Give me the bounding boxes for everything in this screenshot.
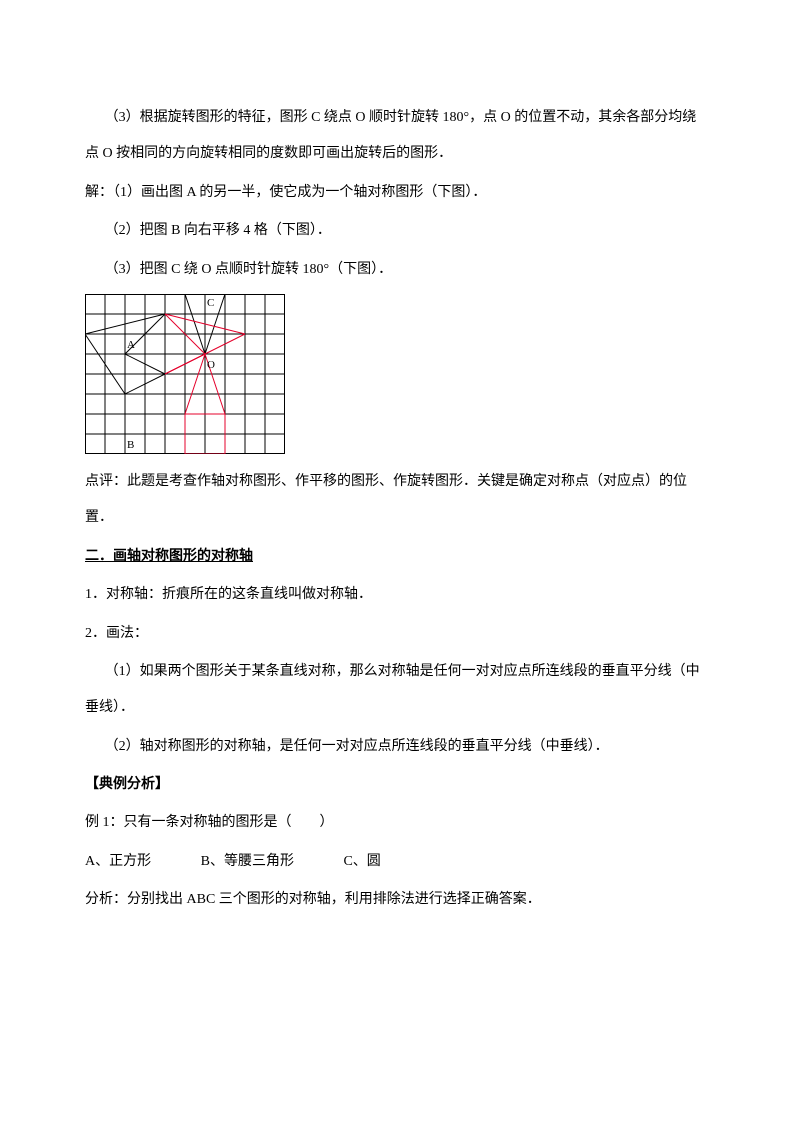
para-solution-2: （2）把图 B 向右平移 4 格（下图）． <box>85 213 708 249</box>
para-solution-1: 解：（1）画出图 A 的另一半，使它成为一个轴对称图形（下图）． <box>85 175 708 211</box>
para-solution-3: （3）把图 C 绕 O 点顺时针旋转 180°（下图）． <box>85 252 708 288</box>
example-options: A、正方形 B、等腰三角形 C、圆 <box>85 844 708 880</box>
svg-text:C: C <box>207 297 214 309</box>
analysis: 分析：分别找出 ABC 三个图形的对称轴，利用排除法进行选择正确答案． <box>85 882 708 918</box>
section-heading-2: 二．画轴对称图形的对称轴 <box>85 539 708 575</box>
para-method-2: （2）轴对称图形的对称轴，是任何一对对应点所连线段的垂直平分线（中垂线）． <box>85 729 708 765</box>
option-b: B、等腰三角形 <box>201 854 294 869</box>
para-method-1: （1）如果两个图形关于某条直线对称，那么对称轴是任何一对对应点所连线段的垂直平分… <box>85 654 708 727</box>
para-review: 点评：此题是考查作轴对称图形、作平移的图形、作旋转图形．关键是确定对称点（对应点… <box>85 464 708 537</box>
svg-text:B: B <box>127 439 134 451</box>
para-def-1: 1．对称轴：折痕所在的这条直线叫做对称轴． <box>85 577 708 613</box>
grid-figure: C A O B <box>85 294 708 454</box>
svg-text:O: O <box>207 359 215 371</box>
example-heading: 【典例分析】 <box>85 767 708 803</box>
svg-text:A: A <box>127 339 135 351</box>
para-def-2: 2．画法： <box>85 616 708 652</box>
option-a: A、正方形 <box>85 854 151 869</box>
example-1: 例 1：只有一条对称轴的图形是（ ） <box>85 805 708 841</box>
option-c: C、圆 <box>343 854 380 869</box>
grid-svg: C A O B <box>85 294 285 454</box>
para-3: （3）根据旋转图形的特征，图形 C 绕点 O 顺时针旋转 180°，点 O 的位… <box>85 100 708 173</box>
